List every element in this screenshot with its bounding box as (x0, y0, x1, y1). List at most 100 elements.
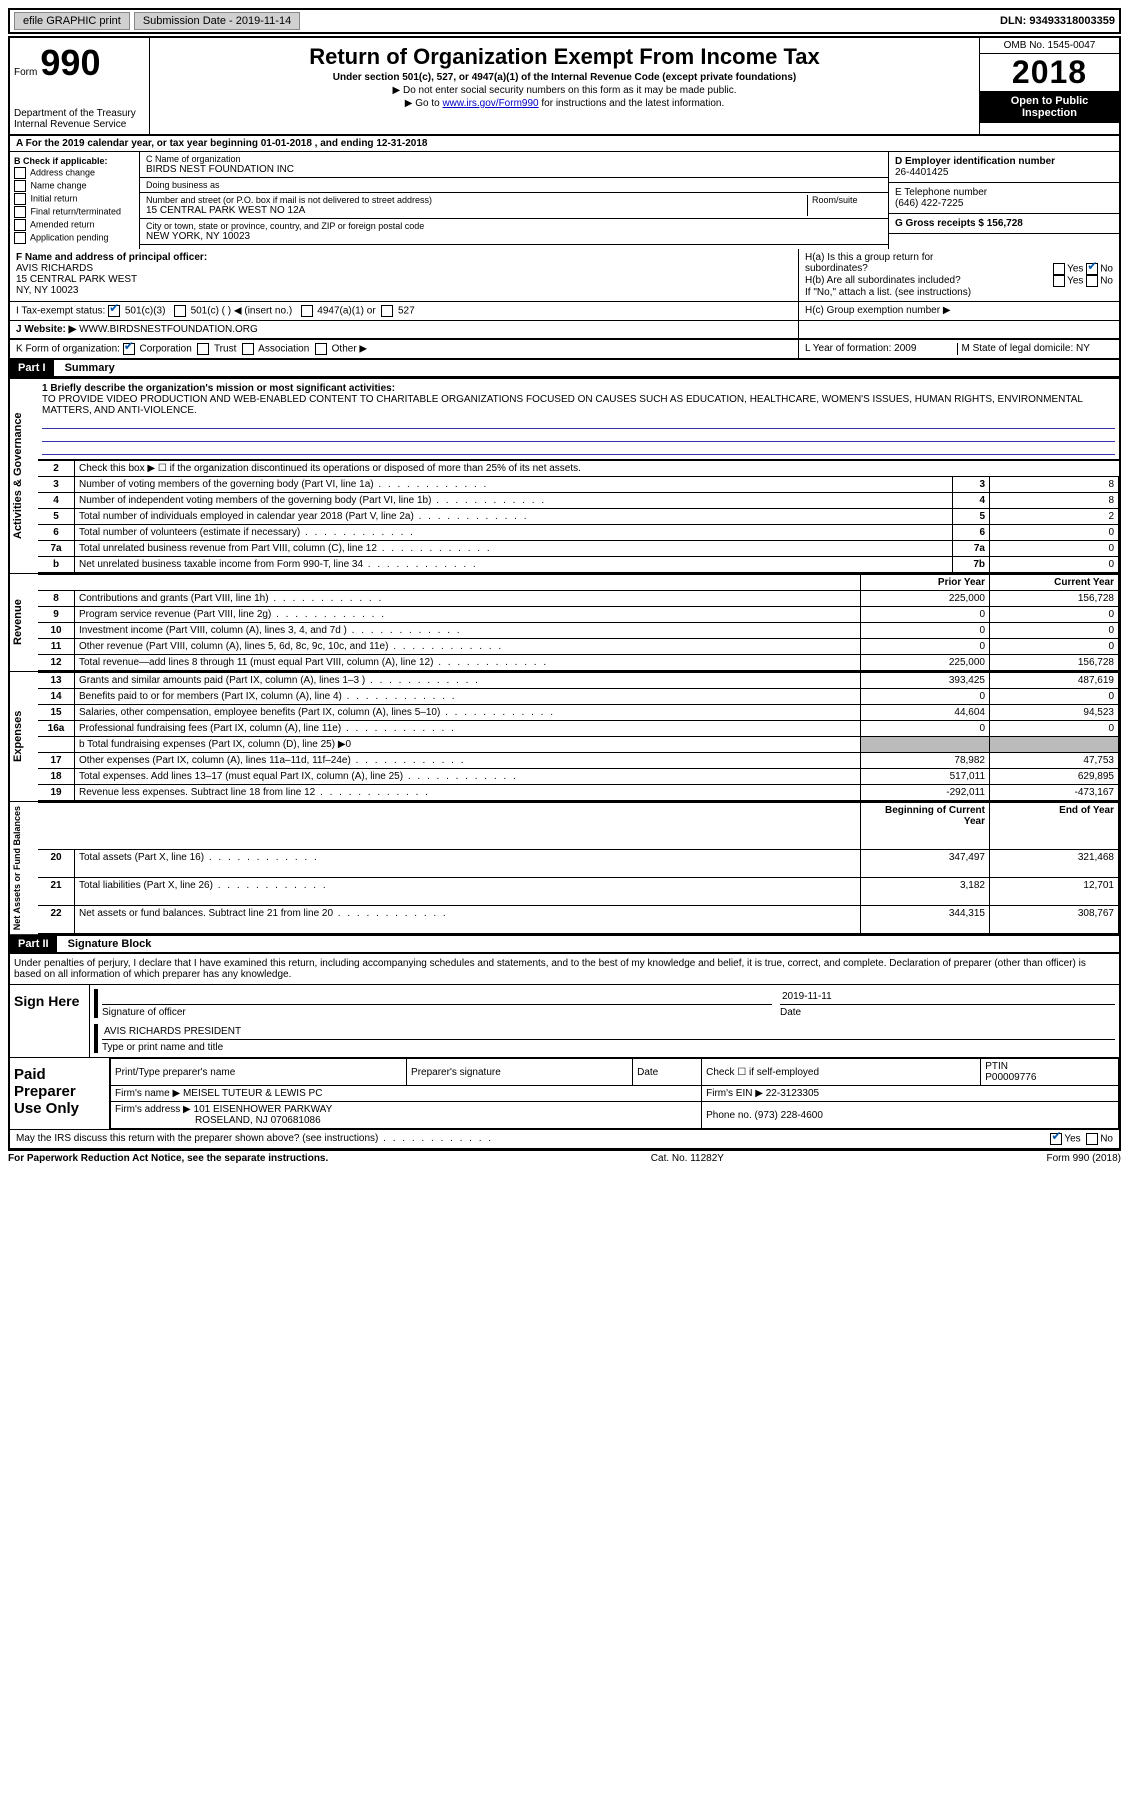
f-name: AVIS RICHARDS (16, 263, 792, 274)
boxb-opt[interactable]: Name change (14, 180, 135, 192)
sig-name: AVIS RICHARDS PRESIDENT (102, 1024, 1115, 1040)
ha-yes[interactable] (1053, 263, 1065, 275)
end-hdr: End of Year (990, 803, 1119, 850)
f-addr2: NY, NY 10023 (16, 285, 792, 296)
firm-label: Firm's name ▶ (115, 1088, 180, 1099)
line-desc: Other revenue (Part VIII, column (A), li… (75, 639, 861, 655)
f-label: F Name and address of principal officer: (16, 252, 792, 263)
line-desc: Total assets (Part X, line 16) (75, 850, 861, 878)
prep-phone: (973) 228-4600 (755, 1110, 823, 1121)
discuss-yes[interactable] (1050, 1133, 1062, 1145)
line2: Check this box ▶ ☐ if the organization d… (75, 461, 1119, 477)
e-label: E Telephone number (895, 187, 1113, 198)
line-desc: Total number of volunteers (estimate if … (75, 525, 953, 541)
i-501c3[interactable] (108, 305, 120, 317)
line-desc: Total revenue—add lines 8 through 11 (mu… (75, 655, 861, 671)
boxb-opt[interactable]: Address change (14, 167, 135, 179)
j-label: J Website: ▶ (16, 324, 76, 335)
i-501c[interactable] (174, 305, 186, 317)
line-desc: Total expenses. Add lines 13–17 (must eq… (75, 769, 861, 785)
g-label: G Gross receipts $ 156,728 (895, 218, 1113, 229)
discuss: May the IRS discuss this return with the… (16, 1133, 493, 1145)
city-label: City or town, state or province, country… (146, 221, 882, 231)
firm-ein: 22-3123305 (766, 1088, 819, 1099)
prep-title: Paid Preparer Use Only (10, 1058, 110, 1129)
addr-label: Number and street (or P.O. box if mail i… (146, 195, 807, 205)
m-label: M State of legal domicile: NY (958, 343, 1114, 355)
line-desc: Program service revenue (Part VIII, line… (75, 607, 861, 623)
sign-here: Sign Here (10, 985, 90, 1057)
d-label: D Employer identification number (895, 156, 1113, 167)
boxb-opt[interactable]: Application pending (14, 232, 135, 244)
name-label: Type or print name and title (102, 1042, 1115, 1053)
prep-h1: Print/Type preparer's name (111, 1059, 407, 1086)
hb-note: If "No," attach a list. (see instruction… (805, 287, 1113, 298)
ein: 26-4401425 (895, 167, 1113, 178)
ha2: subordinates? (805, 263, 868, 275)
vert-rev: Revenue (10, 574, 38, 671)
i-527[interactable] (381, 305, 393, 317)
prep-addr-label: Firm's address ▶ (115, 1104, 191, 1115)
hb-yes[interactable] (1053, 275, 1065, 287)
line-desc: Number of independent voting members of … (75, 493, 953, 509)
dln: DLN: 93493318003359 (1000, 15, 1115, 27)
mission-label: 1 Briefly describe the organization's mi… (42, 383, 1115, 394)
k-other[interactable] (315, 343, 327, 355)
k-label: K Form of organization: (16, 344, 120, 355)
efile-btn[interactable]: efile GRAPHIC print (14, 12, 130, 30)
instr2: ▶ Go to www.irs.gov/Form990 for instruct… (154, 98, 975, 109)
boxb-opt[interactable]: Final return/terminated (14, 206, 135, 218)
hb-no[interactable] (1086, 275, 1098, 287)
open1: Open to Public (984, 95, 1115, 107)
instr1: ▶ Do not enter social security numbers o… (154, 85, 975, 96)
k-corp[interactable] (123, 343, 135, 355)
prep-h4: Check ☐ if self-employed (702, 1059, 981, 1086)
line-desc: Number of voting members of the governin… (75, 477, 953, 493)
ha-label: H(a) Is this a group return for (805, 252, 933, 263)
part2-title: Signature Block (60, 938, 152, 950)
footer-mid: Cat. No. 11282Y (651, 1153, 724, 1164)
part1-num: Part I (10, 360, 54, 376)
k-assoc[interactable] (242, 343, 254, 355)
irs-link[interactable]: www.irs.gov/Form990 (442, 98, 538, 109)
form-word: Form (14, 67, 37, 78)
subtitle: Under section 501(c), 527, or 4947(a)(1)… (154, 72, 975, 83)
k-trust[interactable] (197, 343, 209, 355)
discuss-no[interactable] (1086, 1133, 1098, 1145)
line-desc: Professional fundraising fees (Part IX, … (75, 721, 861, 737)
boxb-opt[interactable]: Initial return (14, 193, 135, 205)
i-label: I Tax-exempt status: (16, 306, 105, 317)
vert-net: Net Assets or Fund Balances (10, 802, 38, 934)
line-desc: Investment income (Part VIII, column (A)… (75, 623, 861, 639)
prep-h3: Date (633, 1059, 702, 1086)
mission-text: TO PROVIDE VIDEO PRODUCTION AND WEB-ENAB… (42, 394, 1115, 416)
phone: (646) 422-7225 (895, 198, 1113, 209)
begin-hdr: Beginning of Current Year (861, 803, 990, 850)
footer-right: Form 990 (2018) (1047, 1153, 1121, 1164)
boxb-opt[interactable]: Amended return (14, 219, 135, 231)
form-number: 990 (40, 42, 100, 83)
l-label: L Year of formation: 2009 (805, 343, 958, 355)
ha-no[interactable] (1086, 263, 1098, 275)
submission-btn[interactable]: Submission Date - 2019-11-14 (134, 12, 300, 30)
room-label: Room/suite (812, 195, 882, 205)
part2-num: Part II (10, 936, 57, 952)
open2: Inspection (984, 107, 1115, 119)
line-desc: Net unrelated business taxable income fr… (75, 557, 953, 573)
line-desc: Contributions and grants (Part VIII, lin… (75, 591, 861, 607)
ein-label: Firm's EIN ▶ (706, 1088, 763, 1099)
ptin: P00009776 (985, 1072, 1036, 1083)
dba-label: Doing business as (146, 180, 882, 190)
line-desc: Grants and similar amounts paid (Part IX… (75, 673, 861, 689)
line-desc: Salaries, other compensation, employee b… (75, 705, 861, 721)
firm: MEISEL TUTEUR & LEWIS PC (183, 1088, 322, 1099)
f-addr1: 15 CENTRAL PARK WEST (16, 274, 792, 285)
c-name-label: C Name of organization (146, 154, 882, 164)
i-4947[interactable] (301, 305, 313, 317)
top-bar: efile GRAPHIC print Submission Date - 20… (8, 8, 1121, 34)
info-grid: B Check if applicable: Address change Na… (8, 152, 1121, 249)
addr: 15 CENTRAL PARK WEST NO 12A (146, 205, 807, 216)
city: NEW YORK, NY 10023 (146, 231, 882, 242)
perjury: Under penalties of perjury, I declare th… (10, 954, 1119, 985)
part1-title: Summary (57, 362, 115, 374)
